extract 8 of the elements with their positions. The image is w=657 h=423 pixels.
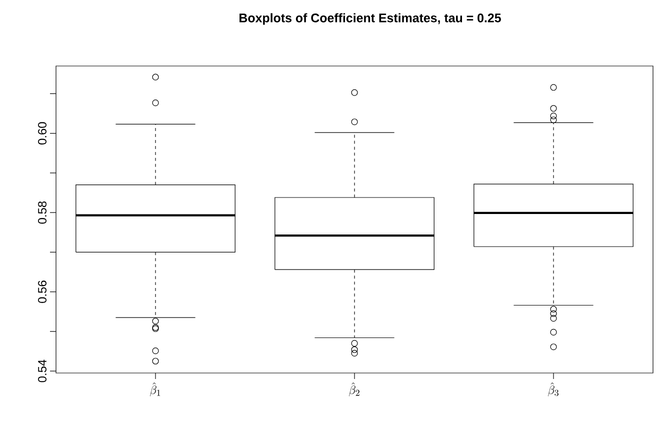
x-tick-label: $\hat{\beta}_2$ (348, 382, 360, 396)
y-tick-label: 0.56 (38, 280, 46, 303)
y-tick-label: 0.58 (38, 201, 46, 224)
y-tick-label: 0.54 (38, 360, 46, 382)
x-tick-label: $\hat{\beta}_3$ (548, 382, 558, 396)
y-tick-label: 0.60 (38, 122, 46, 145)
x-tick-label: $\hat{\beta}_1$ (150, 382, 160, 396)
chart-title: Boxplots of Coefficient Estimates, tau = 0.25 (240, 13, 501, 25)
